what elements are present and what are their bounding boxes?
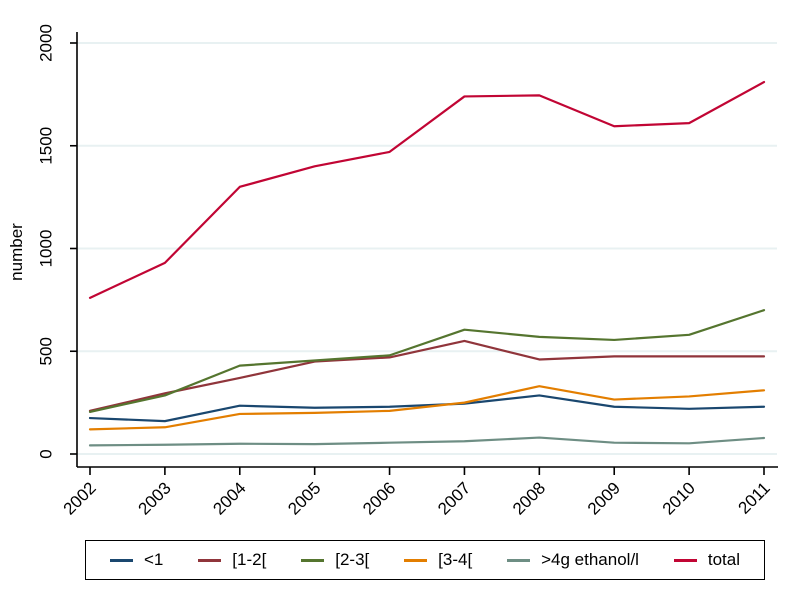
legend-item: total: [673, 550, 740, 570]
svg-text:1000: 1000: [36, 230, 55, 268]
legend-label: [1-2[: [232, 550, 267, 569]
legend-item: [3-4[: [404, 550, 472, 570]
legend-item: [2-3[: [301, 550, 369, 570]
data-series-lines: [88, 80, 766, 447]
svg-text:2008: 2008: [509, 478, 549, 518]
legend-line-swatch: [110, 558, 133, 562]
legend-label: [2-3[: [335, 550, 370, 569]
svg-text:500: 500: [36, 337, 55, 365]
legend-line-swatch: [404, 558, 428, 562]
svg-text:1500: 1500: [36, 127, 55, 165]
legend-item: <1: [110, 550, 163, 570]
svg-text:2005: 2005: [284, 478, 324, 518]
legend-line-swatch: [673, 558, 697, 562]
chart-legend: <1 [1-2[ [2-3[ [3-4[ >4g ethanol/l total: [85, 540, 765, 580]
legend-line-swatch: [301, 558, 325, 562]
svg-text:2006: 2006: [359, 478, 399, 518]
svg-text:2002: 2002: [60, 478, 100, 518]
svg-text:2000: 2000: [36, 24, 55, 62]
legend-item: [1-2[: [198, 550, 266, 570]
svg-text:2011: 2011: [735, 478, 774, 517]
svg-text:2004: 2004: [209, 478, 249, 518]
svg-text:0: 0: [36, 449, 55, 458]
legend-label: [3-4[: [438, 550, 473, 569]
legend-label: total: [707, 550, 740, 569]
svg-text:2009: 2009: [584, 478, 624, 518]
legend-item: >4g ethanol/l: [507, 550, 639, 570]
legend-label: <1: [144, 550, 164, 569]
svg-text:2003: 2003: [135, 478, 175, 518]
gridlines: [77, 42, 777, 455]
legend-line-swatch: [507, 558, 531, 562]
y-axis-title: number: [7, 223, 26, 281]
svg-text:2010: 2010: [659, 478, 699, 518]
legend-label: >4g ethanol/l: [541, 550, 639, 569]
svg-text:2007: 2007: [434, 478, 474, 518]
legend-line-swatch: [198, 558, 222, 562]
